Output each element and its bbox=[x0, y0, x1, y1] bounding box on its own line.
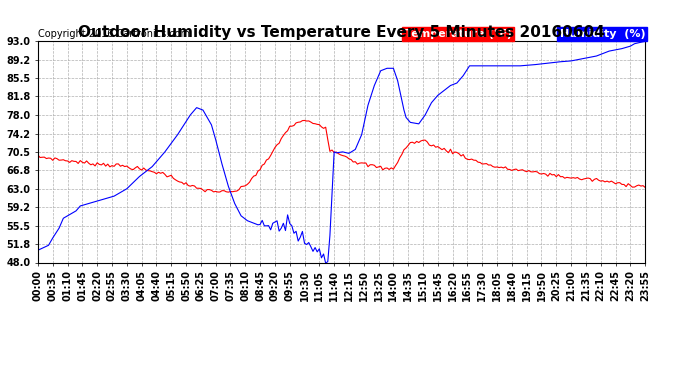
Text: Humidity  (%): Humidity (%) bbox=[560, 29, 645, 39]
Title: Outdoor Humidity vs Temperature Every 5 Minutes 20160604: Outdoor Humidity vs Temperature Every 5 … bbox=[78, 25, 605, 40]
Text: Copyright 2016 Cartronics.com: Copyright 2016 Cartronics.com bbox=[38, 29, 190, 39]
Text: Temperature (°F): Temperature (°F) bbox=[404, 29, 511, 39]
